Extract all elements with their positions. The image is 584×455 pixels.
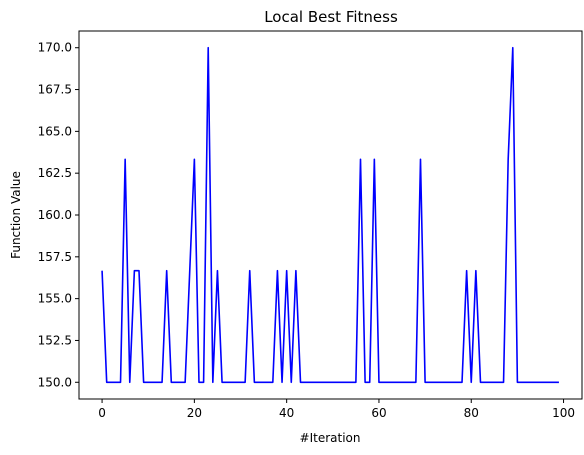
x-tick-label: 60 [371,406,386,420]
y-tick-label: 152.5 [38,333,72,347]
x-tick-label: 100 [552,406,575,420]
x-tick-label: 20 [187,406,202,420]
y-tick-label: 160.0 [38,208,72,222]
y-tick-label: 155.0 [38,292,72,306]
y-tick-label: 165.0 [38,124,72,138]
y-tick-label: 150.0 [38,375,72,389]
x-tick-label: 40 [279,406,294,420]
y-axis-ticks: 150.0 152.5 155.0 157.5 160.0 162.5 165.0 167.5… [38,41,79,389]
y-tick-label: 170.0 [38,41,72,55]
series-line [101,46,559,384]
y-axis-label: Function Value [9,171,23,259]
y-tick-label: 167.5 [38,83,72,97]
chart-title: Local Best Fitness [264,8,398,26]
x-axis-label: #Iteration [300,431,361,445]
x-tick-label: 80 [464,406,479,420]
x-axis-ticks: 0 20 40 60 80 100 [98,399,575,420]
plot-area-frame [78,30,583,400]
y-tick-label: 162.5 [38,166,72,180]
x-tick-label: 0 [98,406,106,420]
y-tick-label: 157.5 [38,250,72,264]
